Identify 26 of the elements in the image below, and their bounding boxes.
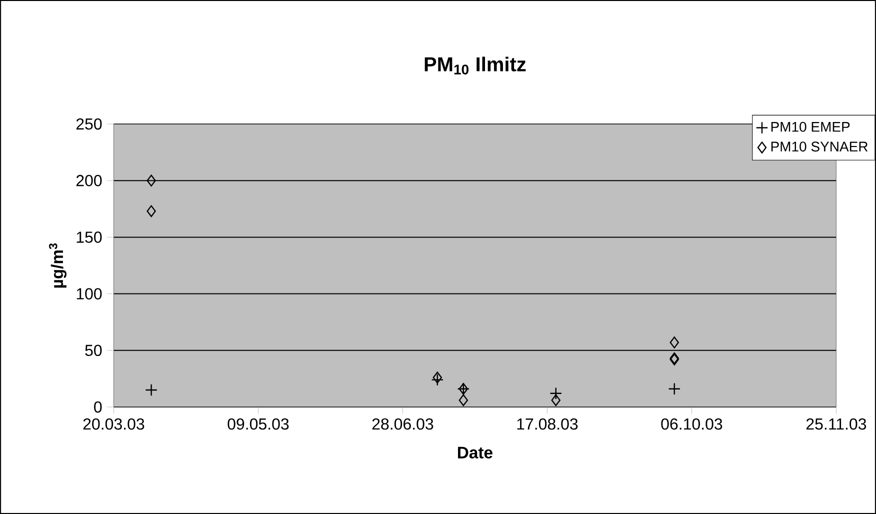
point [145, 384, 158, 396]
point [551, 394, 560, 406]
point [550, 387, 562, 400]
point [670, 336, 679, 348]
y-tick-label: 100 [76, 288, 102, 300]
x-tick-label: 20.03.03 [83, 418, 144, 430]
x-tick-label: 09.05.03 [228, 418, 289, 430]
point [668, 382, 681, 396]
y-tick-label: 150 [76, 232, 102, 243]
point [431, 374, 444, 386]
point [432, 372, 442, 384]
y-tick-label: 200 [76, 174, 102, 186]
x-axis-title: Date [458, 446, 492, 458]
legend-label: PM10 SYNAER [771, 142, 868, 152]
chart-title: PM$_{10}$ Ilmitz [424, 56, 526, 74]
x-tick-label: 25.11.03 [806, 418, 866, 430]
x-tick-label: 06.10.03 [661, 418, 722, 430]
x-tick-label: 28.06.03 [372, 418, 434, 430]
y-tick-label: 0 [94, 401, 102, 413]
point [146, 205, 156, 218]
y-axis-title: µg/m$^{3}$ [48, 243, 66, 288]
x-tick-label: 17.08.03 [517, 418, 578, 430]
legend-label: PM10 EMEP [771, 122, 850, 132]
y-tick-label: 250 [76, 118, 102, 130]
y-tick-label: 50 [85, 344, 102, 356]
point [146, 174, 156, 187]
